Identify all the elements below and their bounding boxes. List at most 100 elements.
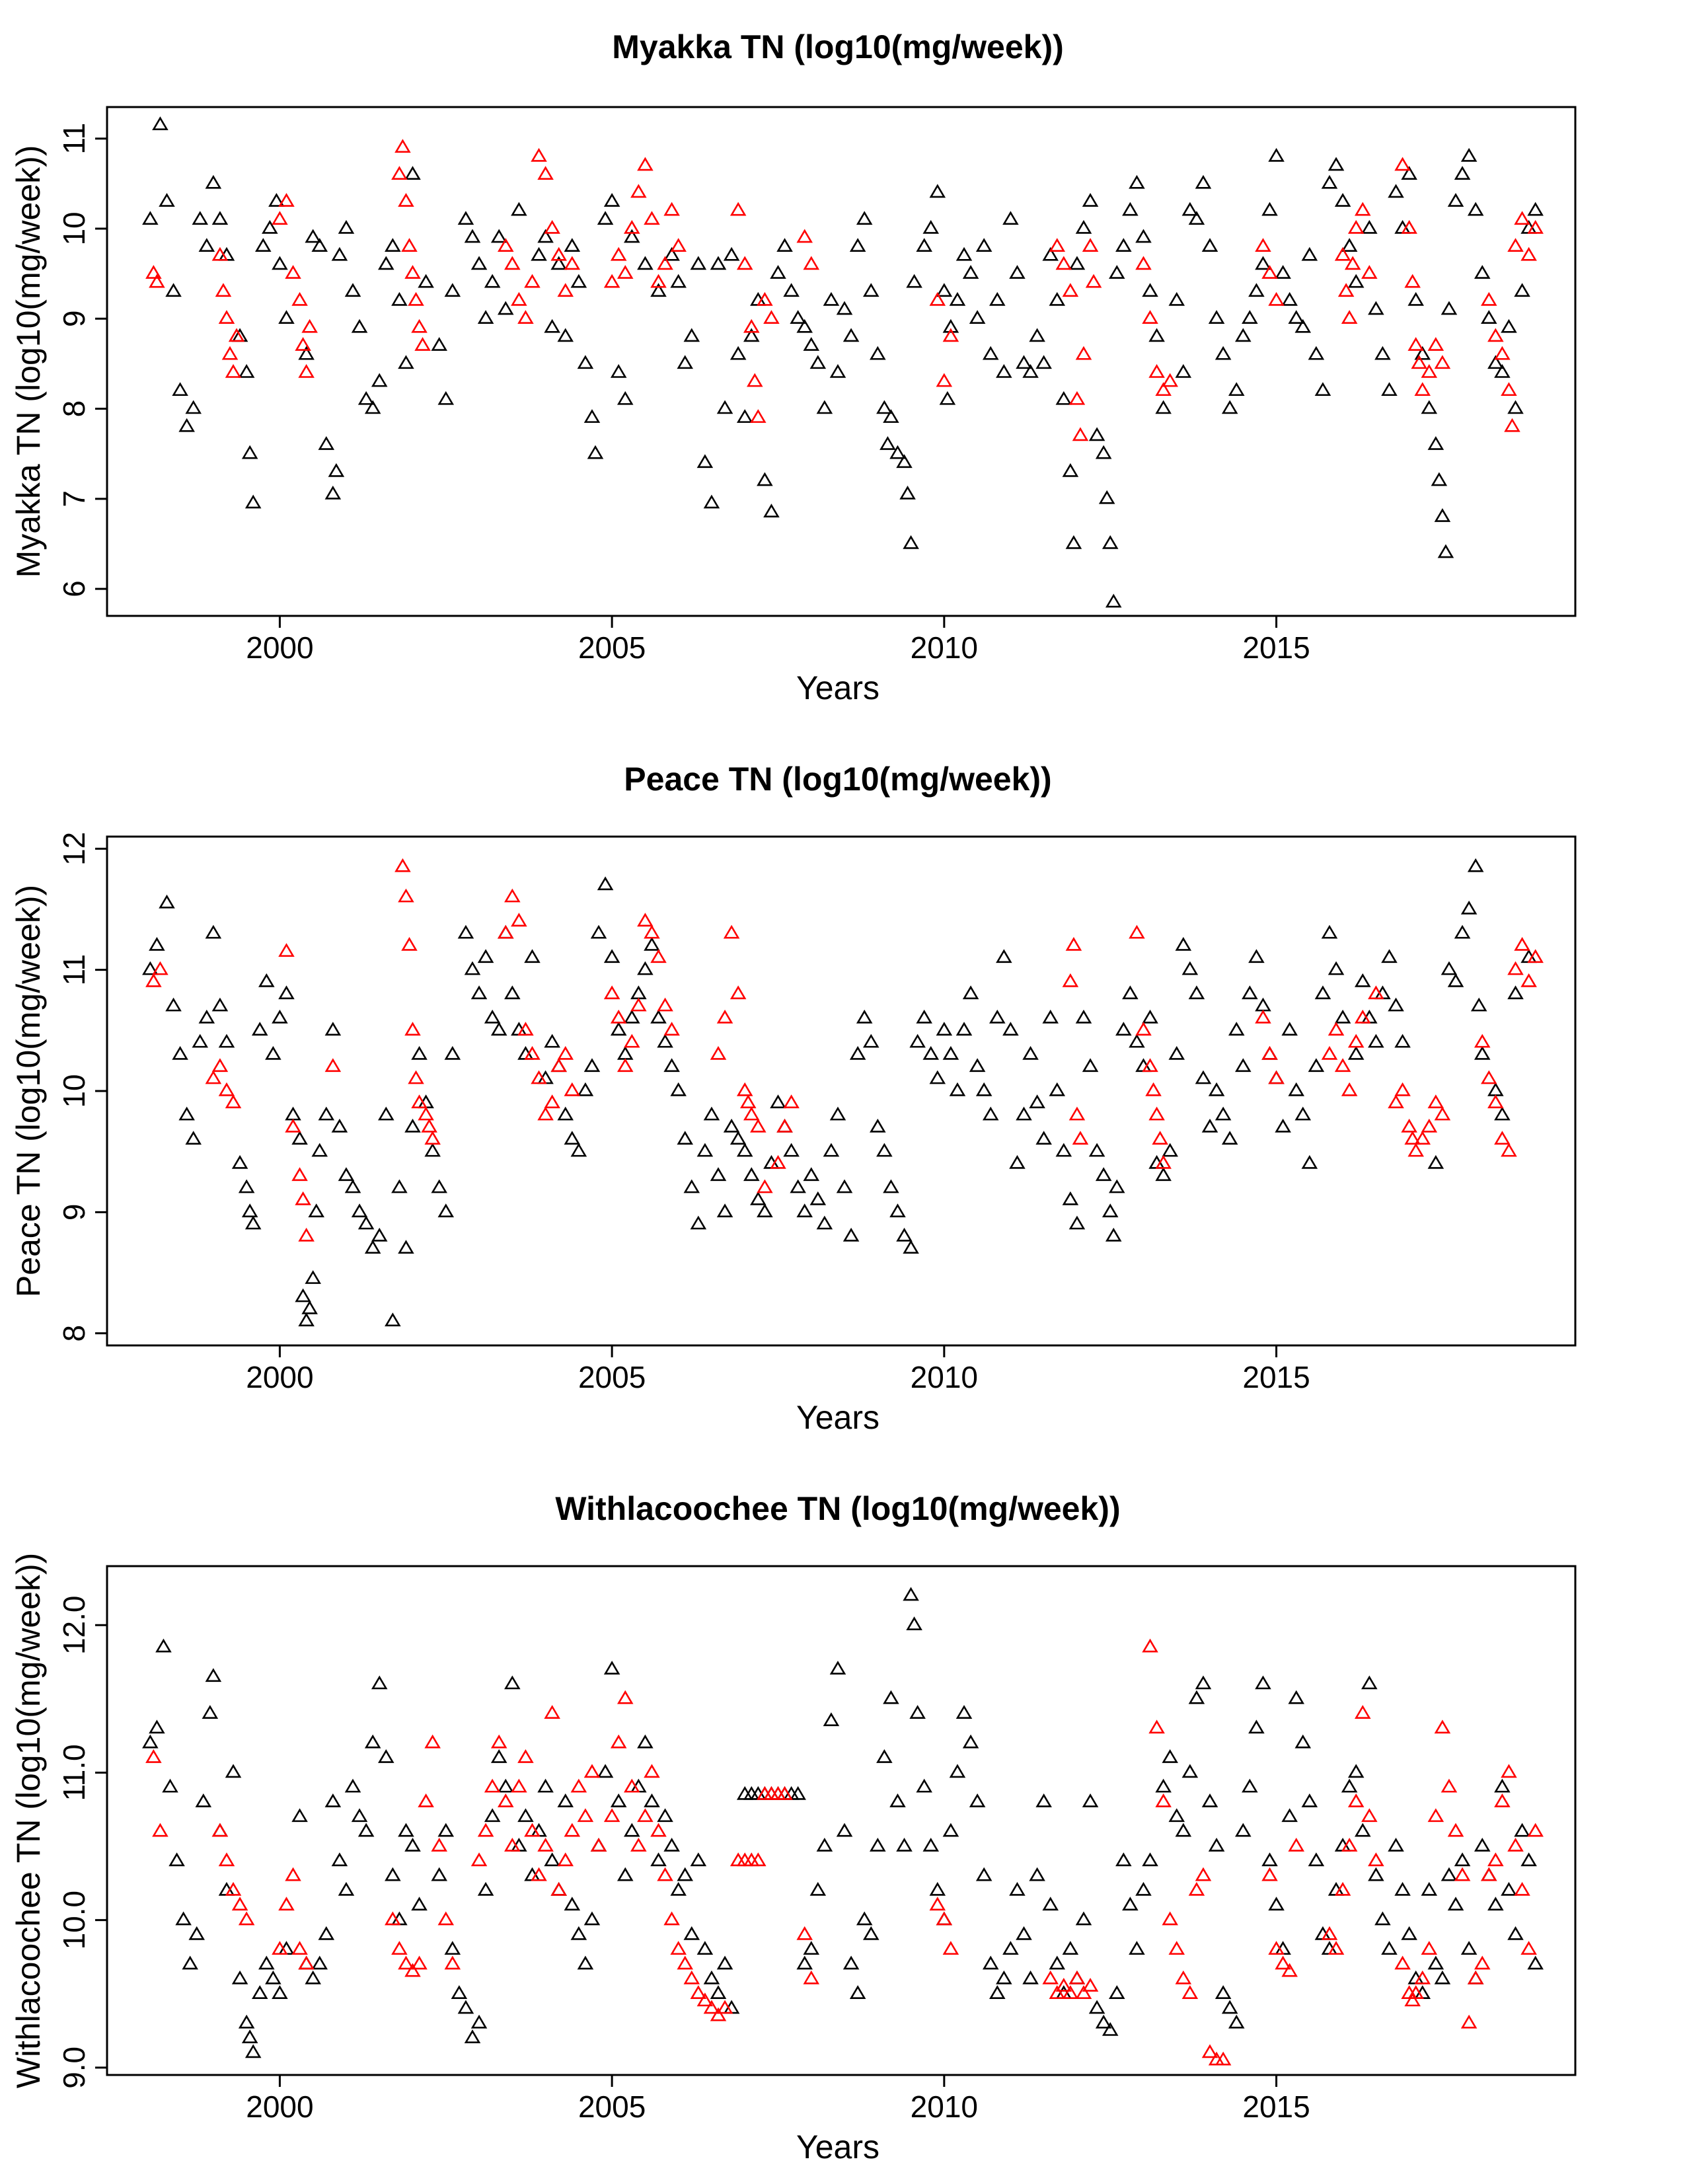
- black-data-point: [431, 337, 447, 351]
- red-data-point: [1481, 291, 1497, 306]
- red-data-point: [610, 1009, 627, 1024]
- black-data-point: [464, 2029, 481, 2043]
- red-data-point: [783, 1094, 800, 1109]
- x-tick-label: 2010: [911, 1360, 978, 1394]
- red-data-point: [670, 238, 687, 252]
- y-axis-label: Peace TN (log10(mg/week)): [10, 885, 47, 1297]
- black-data-point: [431, 1867, 447, 1881]
- black-data-point: [703, 1970, 720, 1984]
- red-data-point: [564, 256, 581, 270]
- black-data-point: [1002, 1941, 1019, 1955]
- black-data-point: [231, 1970, 248, 1984]
- red-data-point: [1507, 1837, 1524, 1852]
- black-data-point: [716, 400, 733, 414]
- black-data-point: [809, 1881, 827, 1896]
- black-data-point: [185, 400, 202, 414]
- black-data-point: [398, 355, 414, 369]
- black-data-point: [730, 346, 747, 360]
- black-data-point: [955, 1022, 973, 1036]
- black-data-point: [324, 485, 342, 500]
- black-data-point: [1334, 192, 1351, 207]
- black-data-point: [1122, 985, 1139, 1000]
- red-data-point: [1261, 1045, 1278, 1060]
- black-data-point: [617, 1045, 634, 1060]
- red-data-point: [1082, 238, 1099, 252]
- black-data-point: [218, 1034, 235, 1048]
- red-data-point: [444, 1955, 461, 1970]
- black-data-point: [470, 985, 488, 1000]
- red-data-point: [411, 1955, 428, 1970]
- black-data-point: [816, 400, 833, 414]
- black-data-point: [896, 1837, 913, 1852]
- black-data-point: [291, 1808, 308, 1823]
- black-data-point: [265, 1970, 281, 1984]
- red-data-point: [1434, 1719, 1451, 1734]
- black-data-point: [1175, 1823, 1192, 1837]
- black-data-point: [404, 166, 421, 180]
- red-data-point: [637, 913, 654, 927]
- black-data-point: [1301, 246, 1318, 261]
- red-data-point: [929, 1897, 946, 1911]
- black-data-point: [942, 1823, 959, 1837]
- black-data-point: [411, 1897, 428, 1911]
- red-data-point: [1334, 1881, 1351, 1896]
- red-data-point: [145, 265, 162, 279]
- red-data-point: [1407, 1143, 1424, 1157]
- red-data-point: [1268, 1941, 1285, 1955]
- red-data-point: [1082, 1977, 1099, 1992]
- black-data-point: [862, 1034, 880, 1048]
- red-data-point: [278, 192, 295, 207]
- red-data-point: [1275, 1955, 1291, 1970]
- red-data-point: [1268, 291, 1285, 306]
- black-data-point: [1255, 997, 1271, 1012]
- black-data-point: [690, 256, 707, 270]
- black-data-point: [1507, 985, 1524, 1000]
- black-data-point: [272, 256, 288, 270]
- x-tick-label: 2005: [578, 2090, 646, 2124]
- black-data-point: [929, 184, 946, 198]
- black-data-point: [996, 363, 1012, 378]
- black-data-point: [1275, 265, 1291, 279]
- red-data-point: [590, 1837, 607, 1852]
- black-data-point: [218, 246, 235, 261]
- black-data-point: [231, 1154, 248, 1169]
- black-data-point: [464, 961, 481, 975]
- black-data-point: [936, 1022, 953, 1036]
- black-data-point: [1394, 1034, 1411, 1048]
- black-data-point: [192, 211, 209, 225]
- black-data-point: [1122, 1897, 1139, 1911]
- black-data-point: [896, 454, 913, 469]
- y-tick-label: 11.0: [57, 1744, 91, 1801]
- black-data-point: [497, 301, 514, 315]
- red-data-point: [936, 1911, 953, 1926]
- y-axis-label: Myakka TN (log10(mg/week)): [10, 145, 47, 578]
- axis-ticks: 2000 2005 2010 2015 8 9 10 11 12: [57, 832, 1310, 1394]
- black-data-point: [842, 1955, 860, 1970]
- black-data-point: [305, 1970, 321, 1984]
- black-data-point: [338, 1881, 355, 1896]
- red-data-point: [1135, 256, 1152, 270]
- black-data-point: [295, 1288, 311, 1302]
- black-data-point: [743, 1167, 760, 1182]
- black-data-point: [1042, 1897, 1059, 1911]
- black-data-point: [511, 1837, 527, 1852]
- red-data-point: [1042, 1970, 1059, 1984]
- red-data-point: [1328, 1941, 1345, 1955]
- red-data-point: [557, 1045, 574, 1060]
- black-data-point: [185, 1131, 202, 1145]
- black-data-point: [564, 1897, 581, 1911]
- red-data-point: [1354, 202, 1371, 216]
- red-data-point: [1208, 2051, 1225, 2066]
- black-data-point: [331, 246, 348, 261]
- black-data-point: [544, 319, 560, 333]
- black-data-point: [1470, 997, 1487, 1012]
- red-data-point: [1421, 363, 1438, 378]
- red-data-point: [624, 219, 640, 234]
- black-data-point: [975, 238, 992, 252]
- red-data-point: [1195, 1867, 1212, 1881]
- black-data-point: [757, 1203, 773, 1218]
- black-data-point: [1261, 1852, 1278, 1867]
- black-data-point: [790, 1179, 806, 1193]
- black-data-point: [477, 1881, 494, 1896]
- black-data-point: [710, 1167, 727, 1182]
